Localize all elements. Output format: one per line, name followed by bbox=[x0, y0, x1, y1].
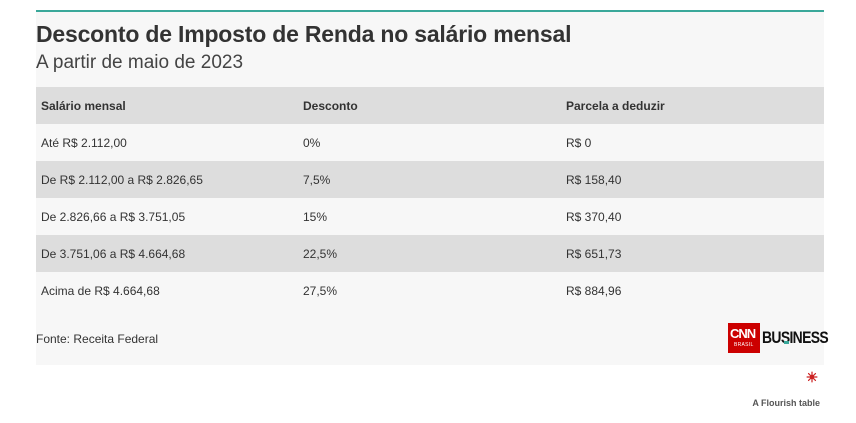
cell-deduction: R$ 158,40 bbox=[561, 161, 824, 198]
cell-salary: De 2.826,66 a R$ 3.751,05 bbox=[36, 198, 298, 235]
page-title: Desconto de Imposto de Renda no salário … bbox=[36, 21, 572, 47]
cell-salary: De 3.751,06 a R$ 4.664,68 bbox=[36, 235, 298, 272]
cell-deduction: R$ 370,40 bbox=[561, 198, 824, 235]
cell-discount: 0% bbox=[298, 124, 561, 161]
source-note: Fonte: Receita Federal bbox=[36, 332, 159, 346]
logo-business-text: BUSINESS bbox=[762, 328, 829, 347]
column-header-discount[interactable]: Desconto bbox=[298, 87, 561, 124]
cell-salary: Até R$ 2.112,00 bbox=[36, 124, 298, 161]
table-row: De 2.826,66 a R$ 3.751,05 15% R$ 370,40 bbox=[36, 198, 824, 235]
cell-deduction: R$ 651,73 bbox=[561, 235, 824, 272]
table-row: Acima de R$ 4.664,68 27,5% R$ 884,96 bbox=[36, 272, 824, 309]
logo-brasil-text: BRASIL bbox=[734, 342, 754, 348]
cell-discount: 7,5% bbox=[298, 161, 561, 198]
cnn-brasil-logo-box: CNN BRASIL bbox=[728, 323, 760, 353]
flourish-credit-link[interactable]: A Flourish table bbox=[752, 398, 820, 408]
cell-discount: 27,5% bbox=[298, 272, 561, 309]
table-row: De 3.751,06 a R$ 4.664,68 22,5% R$ 651,7… bbox=[36, 235, 824, 272]
flourish-logo-icon[interactable] bbox=[806, 371, 818, 383]
table-header-row: Salário mensal Desconto Parcela a deduzi… bbox=[36, 87, 824, 124]
cell-salary: Acima de R$ 4.664,68 bbox=[36, 272, 298, 309]
table-card: Desconto de Imposto de Renda no salário … bbox=[36, 10, 829, 365]
page-subtitle: A partir de maio de 2023 bbox=[36, 52, 244, 73]
cell-discount: 22,5% bbox=[298, 235, 561, 272]
column-header-deduction[interactable]: Parcela a deduzir bbox=[561, 87, 824, 124]
column-header-salary[interactable]: Salário mensal bbox=[36, 87, 298, 124]
logo-accent-dot bbox=[784, 341, 789, 344]
cnn-business-logo: CNN BRASIL BUSINESS bbox=[728, 323, 843, 353]
cell-discount: 15% bbox=[298, 198, 561, 235]
table-row: Até R$ 2.112,00 0% R$ 0 bbox=[36, 124, 824, 161]
cell-deduction: R$ 884,96 bbox=[561, 272, 824, 309]
table-row: De R$ 2.112,00 a R$ 2.826,65 7,5% R$ 158… bbox=[36, 161, 824, 198]
logo-cnn-text: CNN bbox=[730, 326, 756, 341]
cell-salary: De R$ 2.112,00 a R$ 2.826,65 bbox=[36, 161, 298, 198]
tax-table: Salário mensal Desconto Parcela a deduzi… bbox=[36, 87, 824, 309]
cell-deduction: R$ 0 bbox=[561, 124, 824, 161]
